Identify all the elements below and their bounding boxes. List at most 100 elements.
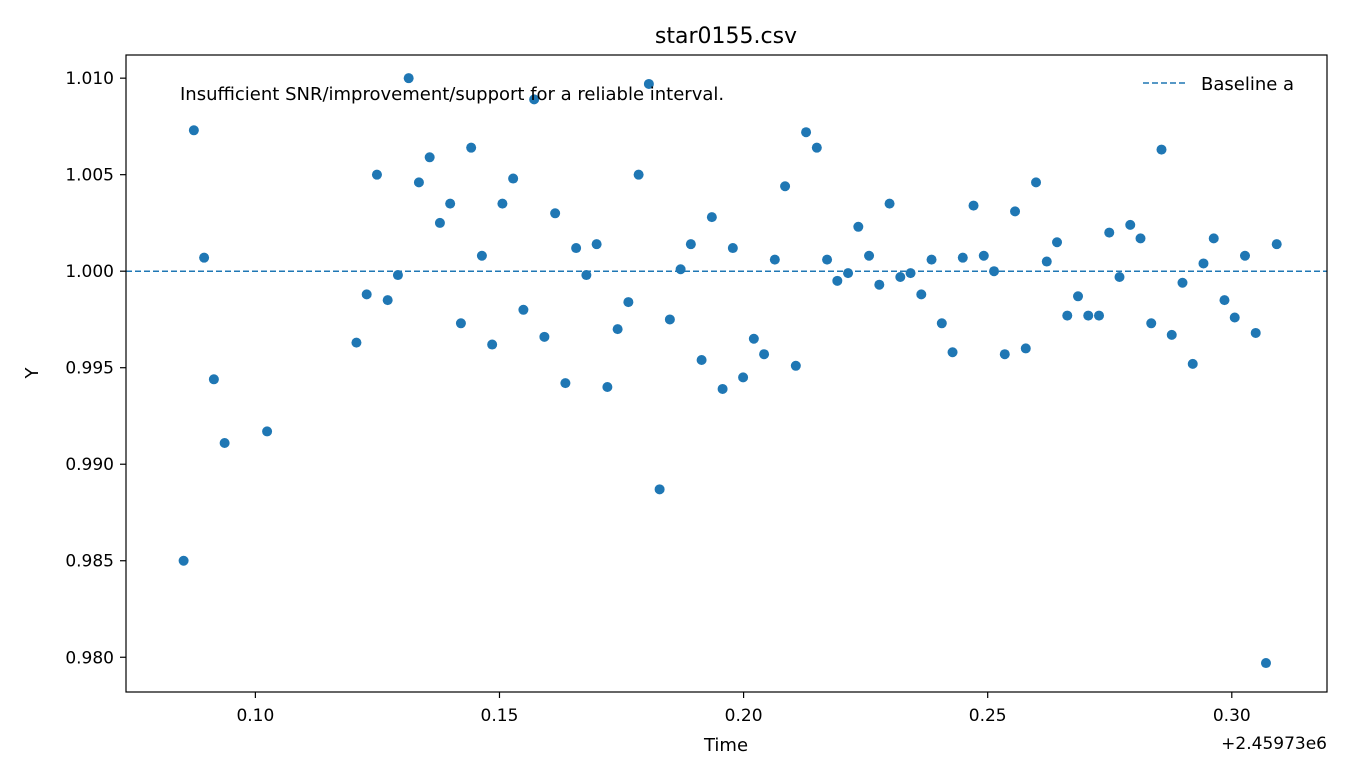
data-point (1187, 358, 1198, 369)
data-point (539, 331, 550, 342)
data-point (769, 254, 780, 265)
data-point (664, 314, 675, 325)
data-point (1260, 658, 1271, 669)
data-point (1208, 233, 1219, 244)
data-points (178, 73, 1282, 669)
data-point (487, 339, 498, 350)
data-point (208, 374, 219, 385)
data-point (1094, 310, 1105, 321)
data-point (654, 484, 665, 495)
data-point (727, 243, 738, 254)
data-point (748, 333, 759, 344)
data-point (633, 169, 644, 180)
data-point (602, 382, 613, 393)
data-point (706, 212, 717, 223)
data-point (989, 266, 1000, 277)
data-point (560, 378, 571, 389)
data-point (392, 270, 403, 281)
data-point (999, 349, 1010, 360)
x-tick-label: 0.30 (1213, 706, 1251, 726)
data-point (476, 250, 487, 261)
y-tick-label: 1.010 (65, 69, 114, 89)
data-point (780, 181, 791, 192)
data-point (1010, 206, 1021, 217)
data-point (916, 289, 927, 300)
data-point (801, 127, 812, 138)
data-point (550, 208, 561, 219)
data-point (874, 279, 885, 290)
legend: Baseline a (1143, 74, 1294, 95)
data-point (895, 271, 906, 282)
x-tick-label: 0.10 (236, 706, 274, 726)
data-point (1271, 239, 1282, 250)
data-point (822, 254, 833, 265)
y-tick-label: 0.985 (65, 552, 114, 572)
data-point (811, 142, 822, 153)
data-point (957, 252, 968, 263)
data-point (1052, 237, 1063, 248)
data-point (738, 372, 749, 383)
data-point (466, 142, 477, 153)
data-point (581, 270, 592, 281)
data-point (717, 383, 728, 394)
data-point (864, 250, 875, 261)
data-point (696, 354, 707, 365)
data-point (1125, 219, 1136, 230)
data-point (361, 289, 372, 300)
data-point (790, 360, 801, 371)
data-point (424, 152, 435, 163)
y-axis-label: Y (22, 367, 43, 380)
x-axis-label: Time (703, 735, 748, 756)
data-point (884, 198, 895, 209)
x-tick-label: 0.20 (725, 706, 763, 726)
data-point (947, 347, 958, 358)
data-point (571, 243, 582, 254)
y-tick-label: 1.005 (65, 166, 114, 186)
data-point (382, 295, 393, 306)
data-point (371, 169, 382, 180)
data-point (1031, 177, 1042, 188)
data-point (1114, 271, 1125, 282)
data-point (968, 200, 979, 211)
data-point (188, 125, 199, 136)
data-point (497, 198, 508, 209)
data-point (1250, 327, 1261, 338)
data-point (529, 94, 540, 105)
data-point (759, 349, 770, 360)
data-point (262, 426, 273, 437)
x-axis-ticks: 0.10 0.15 0.20 0.25 0.30 (236, 692, 1251, 726)
data-point (623, 297, 634, 308)
y-tick-label: 1.000 (65, 262, 114, 282)
status-annotation: Insufficient SNR/improvement/support for… (180, 84, 724, 105)
data-point (936, 318, 947, 329)
y-axis-ticks: 0.980 0.985 0.990 0.995 1.000 1.005 1.010 (65, 69, 126, 668)
data-point (1083, 310, 1094, 321)
data-point (1156, 144, 1167, 155)
legend-baseline-label: Baseline a (1201, 74, 1294, 95)
data-point (455, 318, 466, 329)
data-point (1135, 233, 1146, 244)
data-point (978, 250, 989, 261)
data-point (926, 254, 937, 265)
data-point (1239, 250, 1250, 261)
y-tick-label: 0.990 (65, 455, 114, 475)
x-tick-label: 0.25 (969, 706, 1007, 726)
data-point (403, 73, 414, 84)
data-point (178, 555, 189, 566)
data-point (1219, 295, 1230, 306)
data-point (1104, 227, 1115, 238)
data-point (685, 239, 696, 250)
plot-frame (125, 54, 1328, 693)
y-tick-label: 0.995 (65, 359, 114, 379)
data-point (413, 177, 424, 188)
data-point (843, 268, 854, 279)
y-tick-label: 0.980 (65, 648, 114, 668)
data-point (518, 304, 529, 315)
data-point (643, 78, 654, 89)
x-axis-offset-label: +2.45973e6 (1221, 734, 1327, 754)
data-point (1198, 258, 1209, 269)
data-point (591, 239, 602, 250)
data-point (351, 337, 362, 348)
